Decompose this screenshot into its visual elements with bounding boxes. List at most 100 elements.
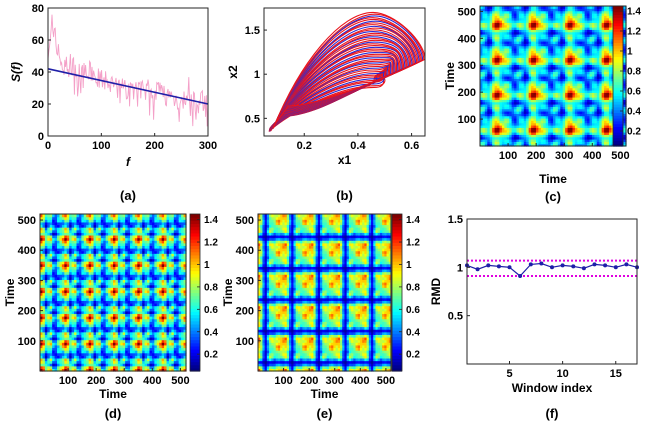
heatmap-cell xyxy=(504,129,508,133)
heatmap-cell xyxy=(86,316,90,320)
heatmap-cell xyxy=(606,94,610,98)
heatmap-cell xyxy=(504,20,508,23)
heatmap-cell xyxy=(553,59,557,63)
heatmap-cell xyxy=(548,113,552,117)
heatmap-cell xyxy=(511,13,515,16)
heatmap-cell xyxy=(516,141,520,145)
heatmap-cell xyxy=(562,132,566,135)
heatmap-cell xyxy=(64,363,68,367)
heatmap-cell xyxy=(533,90,537,93)
heatmap-cell xyxy=(57,219,61,223)
heatmap-cell xyxy=(543,83,547,86)
heatmap-cell xyxy=(511,78,515,82)
heatmap-cell xyxy=(533,143,537,147)
heatmap-cell xyxy=(528,24,532,28)
heatmap-cell xyxy=(64,227,68,231)
heatmap-cell xyxy=(562,111,566,114)
heatmap-cell xyxy=(570,80,574,84)
heatmap-cell xyxy=(49,368,53,372)
heatmap-cell xyxy=(64,318,68,322)
heatmap-cell xyxy=(489,76,493,79)
heatmap-cell xyxy=(81,323,85,328)
heatmap-cell xyxy=(492,139,496,142)
heatmap-cell xyxy=(44,302,48,307)
heatmap-cell xyxy=(538,50,542,54)
heatmap-cell xyxy=(582,55,586,58)
heatmap-cell xyxy=(504,106,508,110)
heatmap-cell xyxy=(535,132,539,135)
heatmap-cell xyxy=(42,266,46,270)
heatmap-cell xyxy=(538,132,542,135)
heatmap-cell xyxy=(78,321,82,325)
heatmap-cell xyxy=(83,329,87,333)
heatmap-cell xyxy=(52,287,56,291)
heatmap-cell xyxy=(604,62,608,65)
heatmap-cell xyxy=(623,27,627,30)
heatmap-cell xyxy=(61,321,65,325)
heatmap-cell xyxy=(49,297,53,301)
heatmap-cell xyxy=(81,276,85,281)
heatmap-cell xyxy=(511,22,515,26)
heatmap-cell xyxy=(49,355,53,359)
heatmap-cell xyxy=(61,266,65,270)
heatmap-cell xyxy=(492,108,496,112)
heatmap-cell xyxy=(480,129,484,133)
heatmap-cell xyxy=(596,20,600,23)
heatmap-cell xyxy=(480,108,484,112)
heatmap-cell xyxy=(47,274,51,278)
heatmap-cell xyxy=(557,64,561,68)
heatmap-cell xyxy=(480,29,484,33)
heatmap-cell xyxy=(480,36,484,40)
heatmap-cell xyxy=(582,141,586,145)
heatmap-cell xyxy=(594,94,598,98)
heatmap-cell xyxy=(516,127,520,131)
heatmap-cell xyxy=(570,66,574,70)
heatmap-cell xyxy=(49,331,53,335)
heatmap-cell xyxy=(514,83,518,86)
heatmap-cell xyxy=(548,73,552,77)
heatmap-cell xyxy=(518,76,522,79)
heatmap-cell xyxy=(78,268,82,273)
heatmap-cell xyxy=(57,363,61,367)
heatmap-cell xyxy=(480,20,484,23)
heatmap-cell xyxy=(567,115,571,119)
heatmap-cell xyxy=(526,87,530,91)
heatmap-cell xyxy=(582,31,586,35)
heatmap-cell xyxy=(555,120,559,124)
heatmap-cell xyxy=(40,300,44,304)
heatmap-cell xyxy=(480,13,484,16)
heatmap-cell xyxy=(83,255,87,260)
heatmap-cell xyxy=(584,71,588,75)
heatmap-cell xyxy=(550,76,554,79)
heatmap-cell xyxy=(57,368,61,372)
heatmap-cell xyxy=(570,132,574,135)
heatmap-cell xyxy=(533,59,537,63)
heatmap-cell xyxy=(587,115,591,119)
heatmap-cell xyxy=(76,347,80,351)
heatmap-cell xyxy=(499,78,503,82)
heatmap-cell xyxy=(550,17,554,21)
heatmap-cell xyxy=(514,45,518,49)
heatmap-cell xyxy=(504,52,508,56)
heatmap-cell xyxy=(83,229,87,233)
heatmap-cell xyxy=(589,29,593,33)
heatmap-cell xyxy=(574,76,578,79)
heatmap-cell xyxy=(604,73,608,77)
heatmap-cell xyxy=(523,111,527,114)
heatmap-cell xyxy=(608,29,612,33)
heatmap-cell xyxy=(579,115,583,119)
heatmap-cell xyxy=(59,350,63,354)
heatmap-cell xyxy=(599,134,603,138)
heatmap-cell xyxy=(521,57,525,61)
heatmap-cell xyxy=(555,134,559,138)
heatmap-cell xyxy=(562,27,566,30)
heatmap-cell xyxy=(567,55,571,58)
heatmap-cell xyxy=(604,66,608,70)
heatmap-cell xyxy=(553,99,557,103)
heatmap-cell xyxy=(509,122,513,126)
heatmap-cell xyxy=(71,237,75,241)
heatmap-cell xyxy=(543,97,547,100)
a-xtick-label: 0 xyxy=(45,140,51,152)
heatmap-cell xyxy=(76,342,80,346)
heatmap-cell xyxy=(582,59,586,63)
